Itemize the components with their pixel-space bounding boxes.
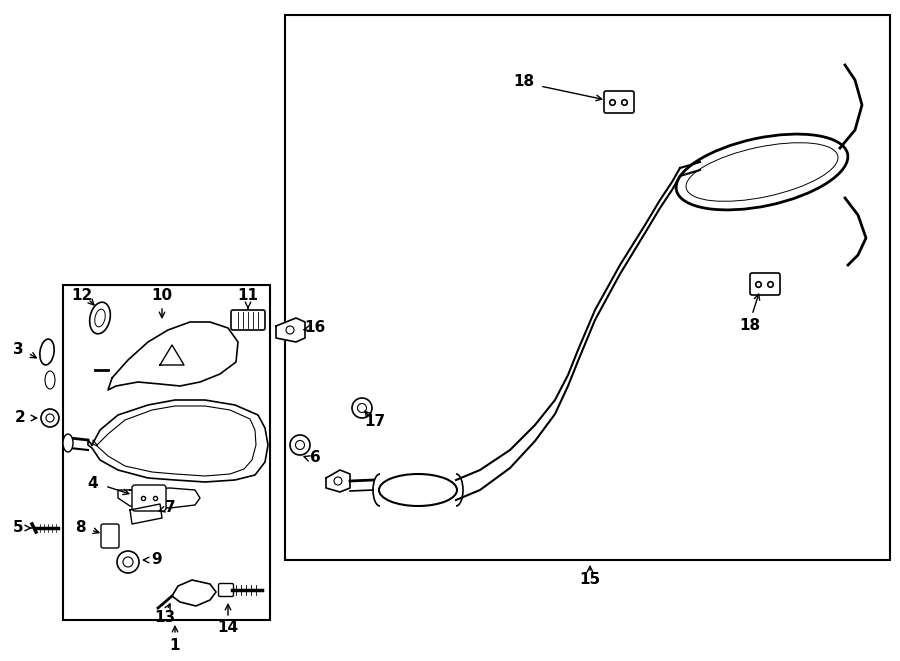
- Bar: [63, 285, 270, 620]
- Text: 10: 10: [151, 288, 173, 303]
- Text: 18: 18: [740, 317, 760, 332]
- Text: 6: 6: [310, 451, 320, 465]
- Ellipse shape: [286, 326, 294, 334]
- Ellipse shape: [295, 440, 304, 449]
- Text: 2: 2: [14, 410, 25, 426]
- Ellipse shape: [357, 403, 366, 412]
- Text: 4: 4: [87, 475, 98, 490]
- FancyBboxPatch shape: [101, 524, 119, 548]
- Polygon shape: [108, 322, 238, 390]
- Ellipse shape: [94, 309, 105, 327]
- Text: 8: 8: [75, 520, 86, 535]
- Text: 18: 18: [513, 75, 535, 89]
- Bar: [285, 15, 890, 560]
- Polygon shape: [326, 470, 350, 492]
- Ellipse shape: [90, 302, 111, 334]
- Ellipse shape: [46, 414, 54, 422]
- Text: 13: 13: [155, 611, 176, 625]
- Text: 11: 11: [238, 288, 258, 303]
- Polygon shape: [88, 400, 268, 482]
- Ellipse shape: [63, 434, 73, 452]
- Ellipse shape: [41, 409, 59, 427]
- FancyBboxPatch shape: [604, 91, 634, 113]
- Text: 12: 12: [71, 288, 93, 303]
- FancyBboxPatch shape: [219, 584, 233, 596]
- Ellipse shape: [676, 134, 848, 210]
- Text: 9: 9: [152, 553, 162, 568]
- Text: 5: 5: [13, 520, 23, 535]
- Text: 16: 16: [304, 321, 326, 336]
- Ellipse shape: [379, 474, 457, 506]
- Polygon shape: [276, 318, 305, 342]
- Text: 3: 3: [13, 342, 23, 358]
- Ellipse shape: [290, 435, 310, 455]
- Ellipse shape: [334, 477, 342, 485]
- Polygon shape: [172, 580, 216, 606]
- Text: 1: 1: [170, 637, 180, 652]
- Ellipse shape: [686, 143, 838, 202]
- Text: 15: 15: [580, 572, 600, 588]
- Text: 7: 7: [165, 500, 176, 516]
- Ellipse shape: [40, 339, 54, 365]
- FancyBboxPatch shape: [750, 273, 780, 295]
- Polygon shape: [118, 488, 200, 508]
- Polygon shape: [130, 504, 162, 524]
- Text: 14: 14: [218, 621, 238, 635]
- Ellipse shape: [117, 551, 139, 573]
- Text: 17: 17: [364, 414, 385, 430]
- Ellipse shape: [352, 398, 372, 418]
- FancyBboxPatch shape: [132, 485, 166, 511]
- Ellipse shape: [123, 557, 133, 567]
- FancyBboxPatch shape: [231, 310, 265, 330]
- Ellipse shape: [45, 371, 55, 389]
